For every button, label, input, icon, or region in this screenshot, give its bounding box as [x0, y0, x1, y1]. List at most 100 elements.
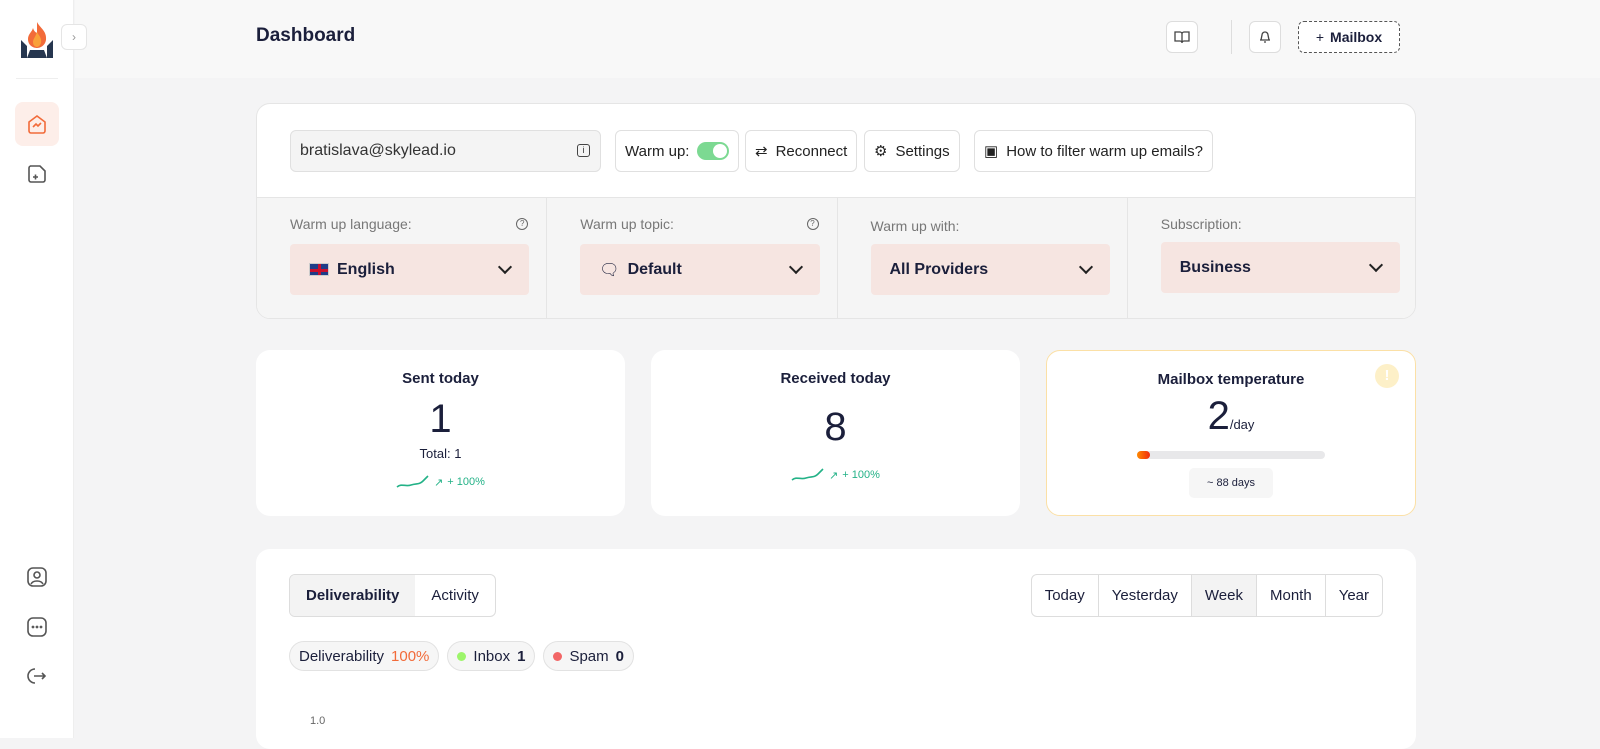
- tab-activity[interactable]: Activity: [431, 587, 479, 604]
- language-select[interactable]: English: [290, 244, 530, 295]
- book-icon: [1174, 31, 1190, 44]
- sparkline-icon: [791, 468, 824, 481]
- received-value: 8: [824, 405, 847, 449]
- chat-icon: 🗨: [599, 261, 620, 279]
- topic-column: Warm up topic:? 🗨 Default: [547, 198, 838, 318]
- add-mailbox-button[interactable]: + Mailbox: [1298, 21, 1400, 53]
- temperature-progress-fill: [1137, 451, 1151, 459]
- range-week[interactable]: Week: [1191, 575, 1257, 616]
- filter-help-button[interactable]: ▣ How to filter warm up emails?: [974, 130, 1213, 172]
- settings-button[interactable]: ⚙ Settings: [864, 130, 960, 172]
- received-trend: ↗ + 100%: [651, 468, 1020, 482]
- sidebar: ›: [0, 0, 87, 738]
- inbox-value: 1: [517, 647, 526, 665]
- add-note-icon: [28, 165, 46, 183]
- warmup-selectors: Warm up language:? English Warm up topic…: [257, 197, 1415, 318]
- subscription-value: Business: [1179, 258, 1251, 276]
- docs-button[interactable]: [1166, 21, 1198, 53]
- filter-help-label: How to filter warm up emails?: [1006, 142, 1203, 160]
- help-icon[interactable]: ?: [806, 218, 819, 230]
- chevron-right-icon: ›: [72, 30, 76, 44]
- notifications-button[interactable]: [1249, 21, 1281, 53]
- topic-select[interactable]: 🗨 Default: [580, 244, 820, 295]
- chevron-down-icon: [1078, 259, 1093, 275]
- chart-panel: Deliverability Activity Today Yesterday …: [256, 549, 1416, 749]
- card-title: Sent today: [402, 370, 479, 387]
- arrow-up-icon: ↗: [829, 469, 839, 482]
- subscription-label: Subscription:: [1160, 216, 1242, 232]
- spam-dot-icon: [553, 651, 563, 661]
- date-range-selector: Today Yesterday Week Month Year: [1030, 574, 1383, 617]
- provider-value: All Providers: [889, 260, 989, 278]
- legend-label: Inbox: [473, 647, 511, 665]
- trend-value: + 100%: [447, 476, 485, 488]
- chevron-down-icon: [498, 259, 513, 275]
- temperature-unit: /day: [1229, 417, 1255, 432]
- spam-pill[interactable]: Spam 0: [543, 641, 634, 671]
- language-column: Warm up language:? English: [257, 198, 548, 318]
- sidebar-item-profile[interactable]: [15, 555, 59, 599]
- video-icon: ▣: [984, 143, 999, 160]
- more-icon: [27, 617, 47, 637]
- info-icon[interactable]: i: [577, 144, 590, 157]
- warmup-label: Warm up:: [625, 142, 690, 160]
- subscription-select[interactable]: Business: [1160, 242, 1400, 293]
- page-title: Dashboard: [256, 25, 356, 46]
- app-logo: [21, 22, 53, 58]
- chevron-down-icon: [1368, 257, 1384, 273]
- legend-label: Deliverability: [299, 647, 385, 665]
- provider-select[interactable]: All Providers: [870, 244, 1110, 295]
- sent-today-card: Sent today 1 Total: 1 ↗ + 100%: [256, 350, 625, 516]
- range-today[interactable]: Today: [1032, 575, 1099, 616]
- sidebar-expand-button[interactable]: ›: [61, 24, 87, 50]
- deliverability-pill[interactable]: Deliverability 100%: [289, 641, 440, 671]
- home-chart-icon: [28, 115, 46, 134]
- temperature-progress: [1137, 451, 1325, 459]
- sidebar-item-add-mailbox[interactable]: [15, 152, 59, 196]
- provider-label: Warm up with:: [870, 218, 960, 234]
- bell-icon: [1260, 31, 1270, 43]
- user-icon: [27, 567, 47, 587]
- sidebar-item-logout[interactable]: [15, 654, 59, 698]
- range-year[interactable]: Year: [1338, 587, 1369, 604]
- warning-icon[interactable]: !: [1375, 364, 1399, 388]
- mailbox-temperature-card: ! Mailbox temperature 2/day ~ 88 days: [1046, 350, 1416, 516]
- card-title: Mailbox temperature: [1157, 371, 1305, 388]
- help-icon[interactable]: ?: [516, 218, 529, 230]
- reconnect-label: Reconnect: [775, 142, 848, 160]
- chevron-down-icon: [788, 259, 803, 275]
- mailbox-settings-card: bratislava@skylead.io i Warm up: ⇄ Reconne…: [256, 103, 1416, 319]
- sent-value: 1: [429, 397, 452, 441]
- arrow-up-icon: ↗: [434, 476, 444, 489]
- language-value: English: [337, 260, 395, 278]
- card-title: Received today: [780, 370, 891, 387]
- temperature-eta: ~ 88 days: [1189, 468, 1273, 498]
- temperature-value: 2: [1207, 394, 1230, 438]
- spam-value: 0: [615, 647, 624, 665]
- sidebar-item-more[interactable]: [15, 605, 59, 649]
- sent-total: Total: 1: [419, 446, 462, 461]
- warmup-toggle[interactable]: [697, 142, 730, 160]
- reconnect-button[interactable]: ⇄ Reconnect: [745, 130, 858, 172]
- chart-legend: Deliverability 100% Inbox 1 Spam 0: [289, 641, 634, 671]
- legend-label: Spam: [569, 647, 609, 665]
- gear-icon: ⚙: [874, 143, 888, 160]
- inbox-dot-icon: [457, 651, 467, 661]
- range-yesterday[interactable]: Yesterday: [1099, 575, 1192, 616]
- range-month[interactable]: Month: [1257, 575, 1326, 616]
- language-label: Warm up language:: [290, 216, 412, 232]
- sparkline-icon: [396, 475, 429, 488]
- provider-column: Warm up with: All Providers: [838, 198, 1128, 318]
- inbox-pill[interactable]: Inbox 1: [447, 641, 536, 671]
- plus-icon: +: [1315, 29, 1325, 45]
- email-text: bratislava@skylead.io: [300, 142, 456, 159]
- sidebar-item-dashboard[interactable]: [15, 102, 59, 146]
- tab-deliverability[interactable]: Deliverability: [290, 575, 416, 616]
- y-axis-tick: 1.0: [310, 715, 326, 727]
- mailbox-email-field: bratislava@skylead.io i: [290, 130, 601, 172]
- settings-label: Settings: [895, 142, 950, 160]
- warmup-toggle-group[interactable]: Warm up:: [615, 130, 740, 172]
- trend-value: + 100%: [842, 469, 880, 481]
- subscription-column: Subscription: Business: [1128, 198, 1415, 318]
- divider: [1231, 20, 1232, 54]
